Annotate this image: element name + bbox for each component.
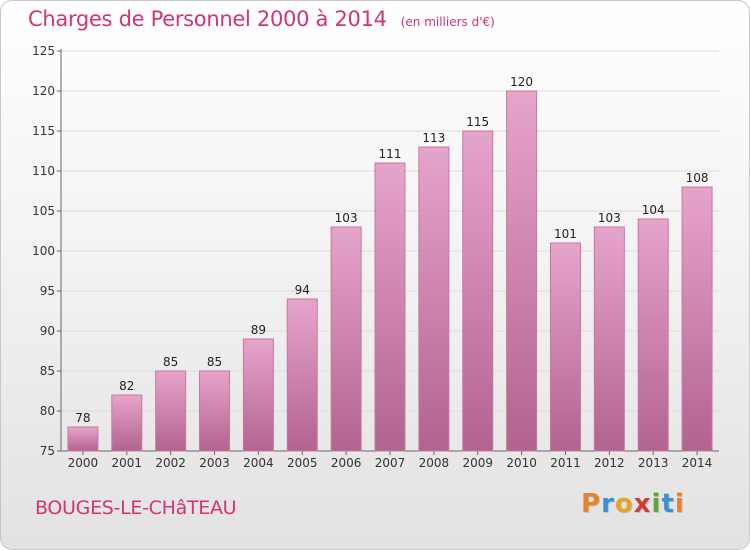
y-tick-label: 115	[32, 124, 55, 138]
y-tick-label: 80	[40, 404, 55, 418]
bar-2007	[374, 162, 406, 452]
logo-letter: o	[614, 489, 634, 519]
bar-2013	[637, 218, 669, 452]
value-label: 82	[119, 379, 134, 393]
logo-letter: x	[633, 489, 652, 519]
bar-2000	[67, 426, 99, 452]
bar-2005	[286, 298, 318, 452]
value-label: 115	[466, 115, 489, 129]
x-tick-label: 2008	[419, 456, 450, 470]
bar-2001	[111, 394, 143, 452]
x-tick-label: 2002	[155, 456, 186, 470]
x-tick-label: 2011	[550, 456, 581, 470]
x-tick-label: 2013	[638, 456, 669, 470]
chart-unit: (en milliers d'€)	[400, 15, 495, 29]
x-tick-label: 2000	[68, 456, 99, 470]
y-tick-label: 110	[32, 164, 55, 178]
bar-2011	[549, 242, 581, 452]
bar-2012	[593, 226, 625, 452]
value-label: 104	[642, 203, 665, 217]
bar-2004	[242, 338, 274, 452]
chart-title-text: Charges de Personnel 2000 à 2014	[28, 7, 387, 31]
value-label: 103	[598, 211, 621, 225]
x-tick-label: 2012	[594, 456, 625, 470]
y-tick-label: 100	[32, 244, 55, 258]
bar-2002	[155, 370, 187, 452]
labels: 75 80 85 90 95 100 105 110 115 120 125 2000 78 2001 82…	[32, 44, 712, 470]
x-tick-label: 2014	[682, 456, 713, 470]
x-tick-label: 2005	[287, 456, 318, 470]
x-tick-label: 2004	[243, 456, 274, 470]
logo-letter: i	[674, 489, 685, 519]
proxiti-logo: Proxiti	[581, 489, 685, 519]
x-tick-label: 2003	[199, 456, 230, 470]
logo-letter: t	[661, 489, 675, 519]
value-label: 85	[207, 355, 222, 369]
value-label: 101	[554, 227, 577, 241]
value-label: 94	[295, 283, 310, 297]
x-tick-label: 2006	[331, 456, 362, 470]
value-label: 108	[686, 171, 709, 185]
x-tick-label: 2009	[462, 456, 493, 470]
bar-2010	[506, 90, 538, 452]
y-tick-label: 125	[32, 44, 55, 58]
y-tick-label: 85	[40, 364, 55, 378]
bar-2006	[330, 226, 362, 452]
value-label: 113	[422, 131, 445, 145]
value-label: 85	[163, 355, 178, 369]
bar-2009	[462, 130, 494, 452]
y-tick-label: 75	[40, 444, 55, 458]
bars	[67, 90, 713, 452]
chart-title: Charges de Personnel 2000 à 2014 (en mill…	[28, 7, 495, 31]
logo-letter: r	[601, 489, 615, 519]
bar-2014	[681, 186, 713, 452]
x-tick-label: 2010	[506, 456, 537, 470]
y-tick-label: 95	[40, 284, 55, 298]
value-label: 78	[75, 411, 90, 425]
value-label: 89	[251, 323, 266, 337]
bar-2003	[199, 370, 231, 452]
value-label: 120	[510, 75, 533, 89]
y-tick-label: 90	[40, 324, 55, 338]
value-label: 103	[335, 211, 358, 225]
x-tick-label: 2001	[112, 456, 143, 470]
place-name: BOUGES-LE-CHâTEAU	[35, 497, 237, 519]
y-tick-label: 105	[32, 204, 55, 218]
x-tick-label: 2007	[375, 456, 406, 470]
logo-letter: i	[651, 489, 662, 519]
y-tick-label: 120	[32, 84, 55, 98]
logo-letter: P	[581, 489, 602, 519]
bar-2008	[418, 146, 450, 452]
value-label: 111	[379, 147, 402, 161]
